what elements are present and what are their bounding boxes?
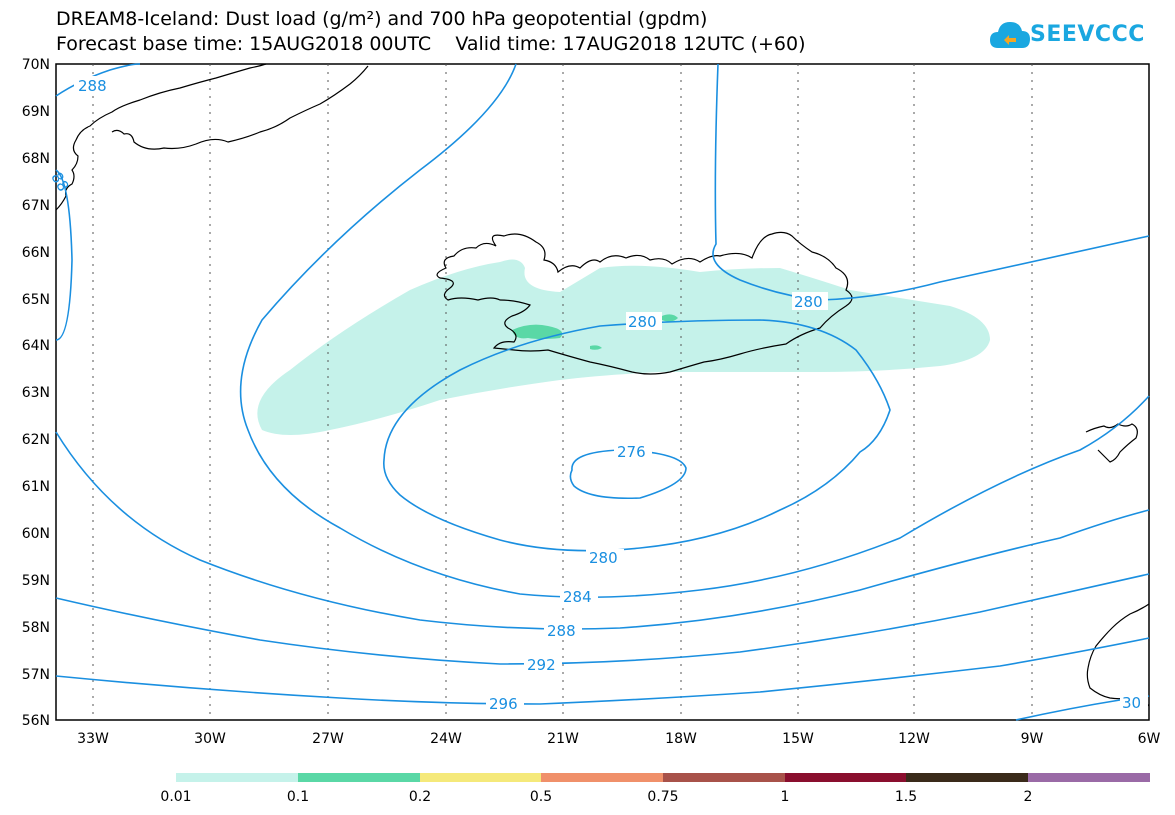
dust-spot-mid-2 [590, 345, 602, 350]
colorbar-swatch [541, 773, 663, 782]
colorbar-swatch [420, 773, 541, 782]
lat-label: 60N [22, 526, 50, 542]
lat-label: 61N [22, 479, 50, 495]
colorbar: 0.01 0.1 0.2 0.5 0.75 1 1.5 2 [160, 773, 1150, 805]
contour-label-284: 284 [563, 588, 592, 606]
latitude-labels: 70N 69N 68N 67N 66N 65N 64N 63N 62N 61N … [22, 57, 50, 729]
iceland-coast [436, 231, 853, 375]
dust-region-mid [512, 324, 563, 339]
lat-label: 58N [22, 620, 50, 636]
colorbar-tick: 0.2 [409, 789, 431, 805]
colorbar-swatch [663, 773, 785, 782]
lon-label: 9W [1021, 731, 1044, 747]
contour-292 [55, 573, 1150, 665]
cloud-icon [990, 22, 1030, 48]
lat-label: 69N [22, 104, 50, 120]
contour-label-288: 288 [547, 622, 576, 640]
lon-label: 30W [194, 731, 226, 747]
colorbar-tick: 2 [1024, 789, 1033, 805]
lat-label: 57N [22, 667, 50, 683]
colorbar-swatch [785, 773, 906, 782]
lat-label: 66N [22, 245, 50, 261]
greenland-coast [55, 63, 369, 211]
colorbar-tick: 0.5 [530, 789, 552, 805]
geopotential-contours [55, 63, 1150, 721]
contour-label-280-north: 280 [628, 313, 657, 331]
dust-spot-mid [662, 314, 678, 322]
colorbar-swatch [298, 773, 420, 782]
colorbar-tick: 0.01 [160, 789, 191, 805]
lon-label: 24W [430, 731, 462, 747]
contour-labels: 288 88 280 280 276 280 284 288 292 296 3… [47, 76, 1148, 713]
contour-280-closed [383, 319, 891, 552]
colorbar-tick: 0.1 [287, 789, 309, 805]
grid-lines [92, 64, 1033, 720]
lat-label: 63N [22, 385, 50, 401]
coastlines [55, 63, 1150, 707]
colorbar-swatch [906, 773, 1028, 782]
lat-label: 67N [22, 198, 50, 214]
contour-288 [55, 63, 1150, 630]
lat-label: 70N [22, 57, 50, 73]
seevccc-logo: SEEVCCC [990, 18, 1150, 58]
contour-284 [239, 63, 1150, 598]
norway-coast-north [1085, 423, 1138, 463]
colorbar-swatch [1028, 773, 1150, 782]
contour-label-296: 296 [489, 695, 518, 713]
lon-label: 15W [782, 731, 814, 747]
lon-label: 21W [547, 731, 579, 747]
contour-label-280-south: 280 [589, 549, 618, 567]
map-subtitle: Forecast base time: 15AUG2018 00UTC Vali… [56, 33, 806, 55]
colorbar-tick: 1.5 [895, 789, 917, 805]
lon-label: 27W [312, 731, 344, 747]
lon-label: 18W [665, 731, 697, 747]
lat-label: 65N [22, 292, 50, 308]
longitude-labels: 33W 30W 27W 24W 21W 18W 15W 12W 9W 6W [77, 731, 1160, 747]
contour-label-280-east: 280 [794, 293, 823, 311]
map-title: DREAM8-Iceland: Dust load (g/m²) and 700… [56, 8, 708, 30]
lat-label: 62N [22, 432, 50, 448]
lat-label: 68N [22, 151, 50, 167]
contour-label-276: 276 [617, 443, 646, 461]
lon-label: 12W [898, 731, 930, 747]
colorbar-tick: 0.75 [647, 789, 678, 805]
lat-label: 56N [22, 713, 50, 729]
contour-label-300: 30 [1122, 694, 1141, 712]
colorbar-swatch [176, 773, 298, 782]
lat-label: 64N [22, 338, 50, 354]
contour-label-292: 292 [527, 656, 556, 674]
contour-296 [55, 637, 1150, 705]
contour-label-288-nw: 288 [78, 77, 107, 95]
lon-label: 6W [1138, 731, 1161, 747]
lon-label: 33W [77, 731, 109, 747]
logo-text: SEEVCCC [1030, 22, 1145, 47]
colorbar-tick: 1 [781, 789, 790, 805]
map-frame [55, 63, 1150, 721]
lat-label: 59N [22, 573, 50, 589]
